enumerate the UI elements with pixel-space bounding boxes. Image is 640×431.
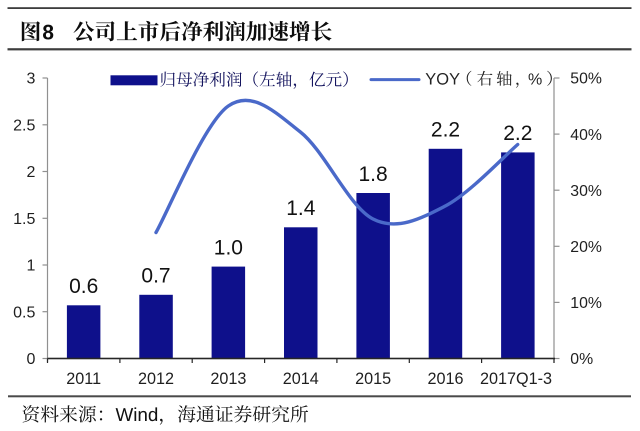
svg-text:2.2: 2.2 bbox=[431, 119, 460, 142]
svg-text:20%: 20% bbox=[570, 239, 602, 256]
svg-text:2: 2 bbox=[26, 164, 35, 181]
svg-text:1.5: 1.5 bbox=[13, 211, 35, 228]
svg-text:0.7: 0.7 bbox=[141, 265, 170, 288]
svg-text:1: 1 bbox=[26, 258, 35, 275]
svg-text:2011: 2011 bbox=[66, 370, 101, 388]
svg-text:40%: 40% bbox=[570, 127, 602, 144]
svg-text:3: 3 bbox=[26, 71, 35, 88]
svg-text:30%: 30% bbox=[570, 183, 602, 200]
svg-text:2.5: 2.5 bbox=[13, 117, 35, 134]
svg-text:0: 0 bbox=[26, 351, 35, 368]
svg-text:50%: 50% bbox=[570, 71, 602, 88]
svg-text:2017Q1-3: 2017Q1-3 bbox=[480, 370, 552, 388]
svg-text:1.4: 1.4 bbox=[286, 197, 316, 220]
svg-text:0.6: 0.6 bbox=[69, 275, 98, 298]
svg-text:2013: 2013 bbox=[210, 370, 246, 388]
svg-text:2015: 2015 bbox=[355, 370, 391, 388]
svg-text:0.5: 0.5 bbox=[13, 304, 35, 321]
svg-text:2016: 2016 bbox=[427, 370, 463, 388]
svg-text:1.8: 1.8 bbox=[358, 163, 387, 186]
svg-text:10%: 10% bbox=[570, 295, 602, 312]
svg-text:1.0: 1.0 bbox=[214, 236, 243, 259]
svg-text:2014: 2014 bbox=[283, 370, 319, 388]
svg-text:2.2: 2.2 bbox=[503, 122, 532, 145]
svg-text:0%: 0% bbox=[570, 351, 593, 368]
svg-text:2012: 2012 bbox=[138, 370, 174, 388]
